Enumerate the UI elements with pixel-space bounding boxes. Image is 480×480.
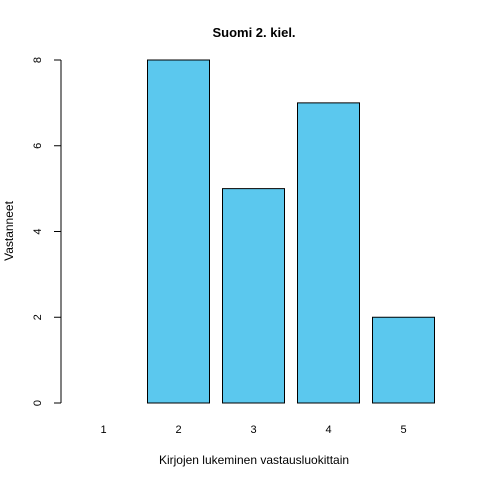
y-tick-label: 6 (32, 143, 44, 149)
x-tick-label: 4 (325, 424, 331, 436)
y-axis-label: Vastanneet (2, 200, 16, 260)
x-tick-label: 2 (175, 424, 181, 436)
y-tick-label: 2 (32, 314, 44, 320)
bar-2 (148, 60, 210, 403)
bars-group (148, 60, 435, 403)
y-tick-label: 0 (32, 400, 44, 406)
x-tick-label: 5 (400, 424, 406, 436)
x-axis-tick-labels: 1 2 3 4 5 (100, 424, 406, 436)
x-tick-label: 1 (100, 424, 106, 436)
x-tick-label: 3 (250, 424, 256, 436)
chart-title: Suomi 2. kiel. (212, 25, 295, 40)
bar-5 (373, 317, 435, 403)
bar-3 (223, 189, 285, 403)
bar-4 (298, 103, 360, 403)
y-axis: 0 2 4 6 8 (32, 57, 61, 406)
y-tick-label: 4 (32, 228, 44, 234)
y-tick-label: 8 (32, 57, 44, 63)
x-axis-label: Kirjojen lukeminen vastausluokittain (159, 453, 349, 467)
